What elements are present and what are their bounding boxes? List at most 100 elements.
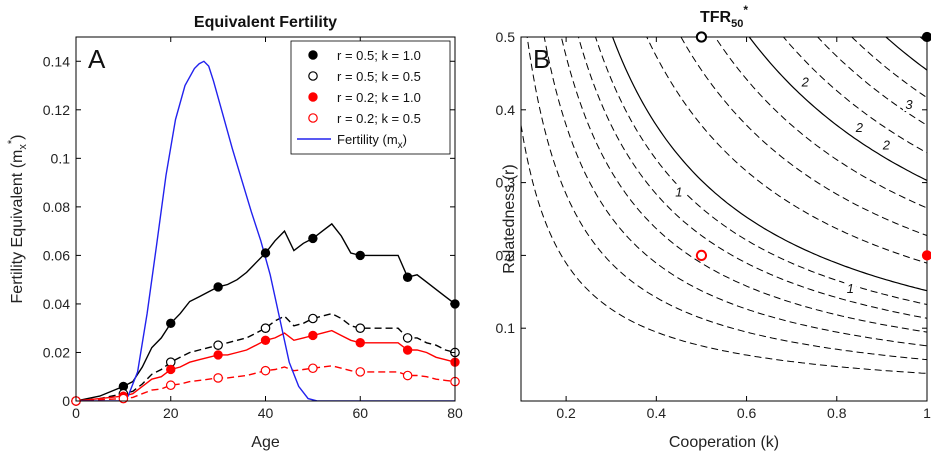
legend-label-main: r = 0.5; k = 1.0 bbox=[337, 48, 421, 63]
legend-swatch-3 bbox=[308, 113, 318, 123]
series-1-point bbox=[355, 323, 366, 333]
legend-label-0: r = 0.5; k = 1.0 bbox=[337, 48, 421, 63]
legend-label-main: Fertility (m bbox=[337, 132, 398, 147]
legend-label-main: r = 0.5; k = 0.5 bbox=[337, 69, 421, 84]
contour-label-bg bbox=[880, 136, 893, 152]
series-0-point bbox=[260, 248, 271, 258]
contour-label: 2 bbox=[801, 75, 810, 90]
panel-b-xtick-label: 0.4 bbox=[647, 405, 667, 421]
legend-label-sub: x bbox=[398, 140, 403, 151]
series-3-point bbox=[165, 380, 176, 391]
panel-b-title-sub: 50 bbox=[731, 18, 743, 30]
panel-a-ylabel-sub: x bbox=[17, 144, 29, 150]
series-3-point bbox=[402, 370, 413, 381]
scenario-point-3 bbox=[921, 250, 931, 261]
panel-b-ytick-label: 0.1 bbox=[496, 320, 516, 336]
series-2-point bbox=[260, 335, 271, 346]
panel-a-ytick-label: 0.08 bbox=[43, 199, 70, 215]
contour-label-bg bbox=[844, 279, 857, 295]
panel-b-title-sup: * bbox=[743, 3, 748, 17]
series-1-point bbox=[402, 333, 413, 343]
panel-b-xtick-label: 0.2 bbox=[556, 405, 576, 421]
series-3-point bbox=[308, 363, 318, 374]
panel-b-chart: TFR50* 1 1 2 2 2 3 0.2 0.4 0.6 0.8 1 0.1 0.2 0.3 0.4 0… bbox=[496, 3, 931, 451]
panel-a-legend: r = 0.5; k = 1.0 r = 0.5; k = 0.5 r = 0.2;… bbox=[290, 40, 451, 155]
contour-label-bg bbox=[799, 73, 812, 89]
legend-label-1: r = 0.5; k = 0.5 bbox=[337, 69, 421, 84]
series-1-point bbox=[213, 340, 223, 350]
contour-label: 3 bbox=[905, 97, 913, 112]
panel-b-letter: B bbox=[533, 44, 550, 74]
series-0-point bbox=[355, 250, 365, 261]
legend-swatch-1 bbox=[308, 71, 318, 81]
series-line-4 bbox=[76, 60, 455, 401]
contour-line-10 bbox=[748, 37, 927, 181]
series-1-point bbox=[260, 323, 271, 333]
series-2-point bbox=[402, 345, 413, 355]
panel-b-axes-frame bbox=[520, 36, 928, 402]
contour-line-0 bbox=[521, 125, 927, 374]
scenario-point-0 bbox=[695, 31, 708, 43]
legend-label-end: ) bbox=[403, 132, 407, 147]
series-0-point bbox=[402, 272, 413, 282]
panel-a-ylabel-main: Fertility Equivalent (m bbox=[9, 150, 26, 304]
panel-b-xlabel: Cooperation (k) bbox=[669, 434, 779, 451]
series-2-point bbox=[166, 364, 176, 375]
panel-a-xtick-label: 20 bbox=[163, 405, 179, 421]
panel-b-ytick-label: 0.5 bbox=[496, 29, 516, 45]
series-1-point bbox=[308, 313, 318, 324]
panel-b-ylabel: Relatedness (r) bbox=[501, 164, 518, 273]
panel-a-xlabel: Age bbox=[251, 434, 280, 451]
contour-line-3 bbox=[560, 37, 927, 333]
contour-label-bg bbox=[902, 95, 915, 111]
contour-label-bg bbox=[672, 183, 685, 199]
scenario-point-2 bbox=[695, 249, 708, 261]
series-2-point bbox=[213, 350, 223, 360]
panel-a-ytick-label: 0 bbox=[62, 393, 70, 409]
panel-a-ytick-label: 0.1 bbox=[51, 150, 71, 166]
series-3-point bbox=[355, 367, 366, 377]
panel-a-ytick-label: 0.12 bbox=[43, 102, 70, 118]
panel-b-ytick-label: 0.2 bbox=[496, 247, 516, 263]
contour-line-2 bbox=[543, 37, 927, 347]
series-0-point bbox=[213, 282, 223, 292]
panel-b-xtick-label: 0.6 bbox=[737, 405, 757, 421]
panel-b-xtick-label: 1 bbox=[923, 405, 931, 421]
panel-a-xtick-label: 80 bbox=[447, 405, 463, 421]
legend-box bbox=[290, 40, 451, 155]
panel-a-xtick-label: 0 bbox=[72, 405, 80, 421]
contour-line-6 bbox=[611, 37, 927, 292]
panel-b-title-main: TFR bbox=[700, 9, 732, 26]
series-line-3 bbox=[76, 365, 455, 401]
panel-a-ytick-label: 0.14 bbox=[43, 53, 70, 69]
legend-label-3: r = 0.2; k = 0.5 bbox=[337, 111, 421, 126]
contour-line-5 bbox=[594, 37, 927, 305]
series-0-point bbox=[166, 318, 176, 329]
legend-label-main: r = 0.2; k = 1.0 bbox=[337, 90, 421, 105]
series-line-0 bbox=[76, 222, 455, 401]
panel-a-ylabel-sup: * bbox=[6, 139, 18, 144]
contour-line-9 bbox=[714, 37, 927, 209]
panel-a-ylabel-end: ) bbox=[9, 135, 26, 140]
series-line-2 bbox=[76, 329, 455, 401]
legend-label-4: Fertility (mx) bbox=[337, 132, 407, 151]
contour-label: 2 bbox=[855, 120, 864, 135]
panel-b-ytick-label: 0.4 bbox=[496, 102, 516, 118]
contour-line-1 bbox=[526, 37, 927, 361]
panel-b-ytick-label: 0.3 bbox=[496, 175, 516, 191]
panel-a-xtick-label: 40 bbox=[258, 405, 274, 421]
series-0-point bbox=[308, 233, 318, 244]
panel-a-letter: A bbox=[88, 44, 106, 74]
series-2-point bbox=[355, 338, 365, 348]
legend-swatch-0 bbox=[308, 50, 318, 60]
panel-a-title: Equivalent Fertility bbox=[194, 14, 337, 31]
series-3-point bbox=[213, 373, 223, 383]
scenario-point-1 bbox=[921, 31, 931, 43]
panel-a-ytick-label: 0.02 bbox=[43, 344, 70, 360]
legend-swatch-2 bbox=[308, 92, 318, 102]
panel-a-chart: Equivalent Fertility 0 20 40 60 80 0 0.02 0.04 0… bbox=[6, 14, 463, 451]
series-3-point bbox=[260, 365, 271, 376]
panel-b-xtick-label: 0.8 bbox=[827, 405, 847, 421]
panel-a-ytick-label: 0.04 bbox=[43, 296, 70, 312]
contour-line-12 bbox=[816, 37, 927, 126]
